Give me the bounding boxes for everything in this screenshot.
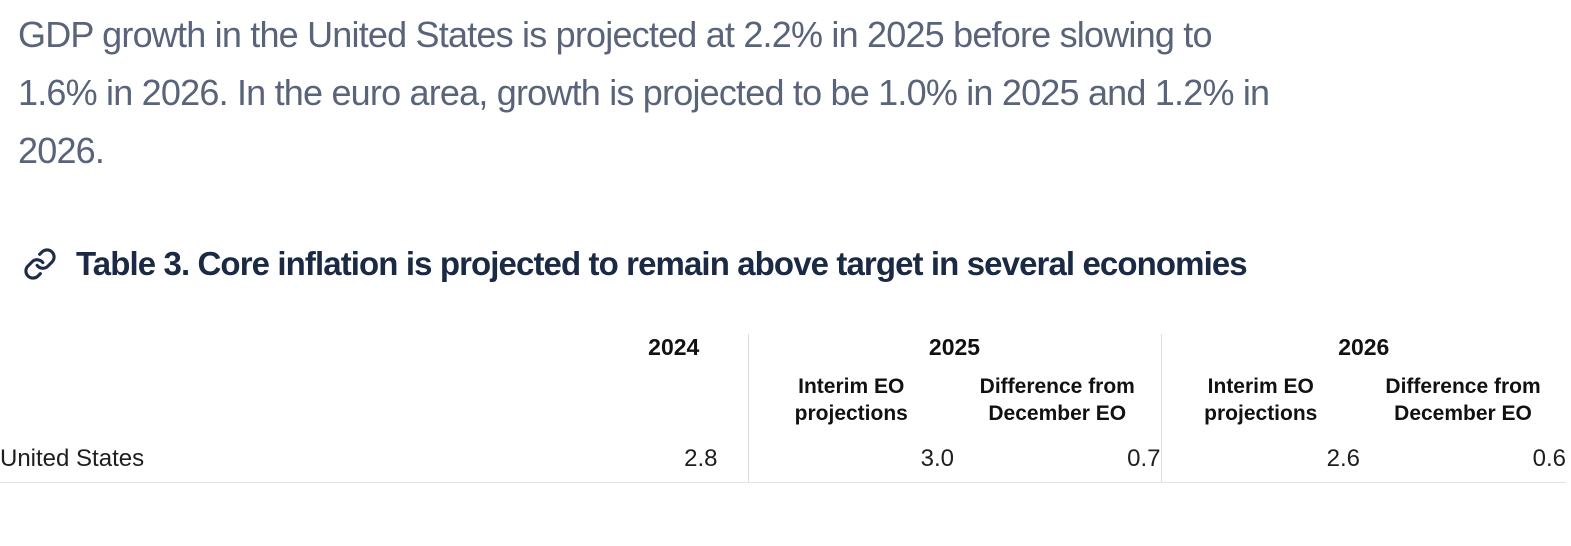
cell-2026-interim-value: 2.6 (1160, 436, 1361, 483)
cell-2025-interim-value: 3.0 (747, 436, 954, 483)
table-header: 2024 2025 2026 Interim EO projections Di… (0, 334, 1567, 436)
paragraph-line-1: GDP growth in the United States is proje… (18, 14, 1212, 55)
table-3-heading-text: Table 3. Core inflation is projected to … (76, 245, 1248, 282)
year-header-2026: 2026 (1160, 334, 1567, 364)
link-icon (24, 248, 56, 280)
year-header-row: 2024 2025 2026 (0, 334, 1567, 364)
subheader-row: Interim EO projections Difference from D… (0, 364, 1566, 436)
table-row-united-states: United States 2.8 3.0 0.7 2.6 0.6 (0, 436, 1567, 483)
year-header-2025: 2025 (747, 334, 1162, 364)
intro-paragraph: GDP growth in the United States is proje… (18, 6, 1571, 180)
subheader-2026-difference: Difference from December EO (1385, 375, 1541, 425)
cell-2026-difference-value: 0.6 (1360, 436, 1567, 483)
row-label-united-states: United States (0, 436, 600, 483)
subheader-2026-interim-eo: Interim EO projections (1160, 364, 1361, 436)
inflation-projections-table: 2024 2025 2026 Interim EO projections Di… (0, 334, 1567, 483)
table-3-heading: Table 3. Core inflation is projected to … (22, 237, 1571, 290)
country-column-header (0, 334, 600, 364)
cell-2024-value: 2.8 (600, 436, 748, 483)
subheader-2025-interim-eo: Interim EO projections (747, 364, 954, 436)
paragraph-line-3: 2026. (18, 130, 105, 171)
subheader-2025-difference: Difference from December EO (979, 375, 1135, 425)
subheader-spacer (0, 364, 600, 436)
heading-anchor-link[interactable] (22, 246, 58, 282)
year-header-2024: 2024 (648, 334, 700, 360)
paragraph-line-2: 1.6% in 2026. In the euro area, growth i… (18, 72, 1270, 113)
cell-2025-difference-value: 0.7 (954, 436, 1162, 483)
subheader-spacer-2024 (600, 364, 748, 436)
